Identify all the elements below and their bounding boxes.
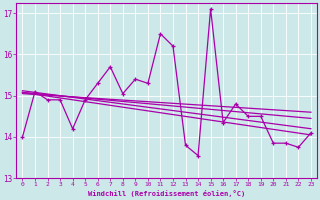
X-axis label: Windchill (Refroidissement éolien,°C): Windchill (Refroidissement éolien,°C) <box>88 190 245 197</box>
